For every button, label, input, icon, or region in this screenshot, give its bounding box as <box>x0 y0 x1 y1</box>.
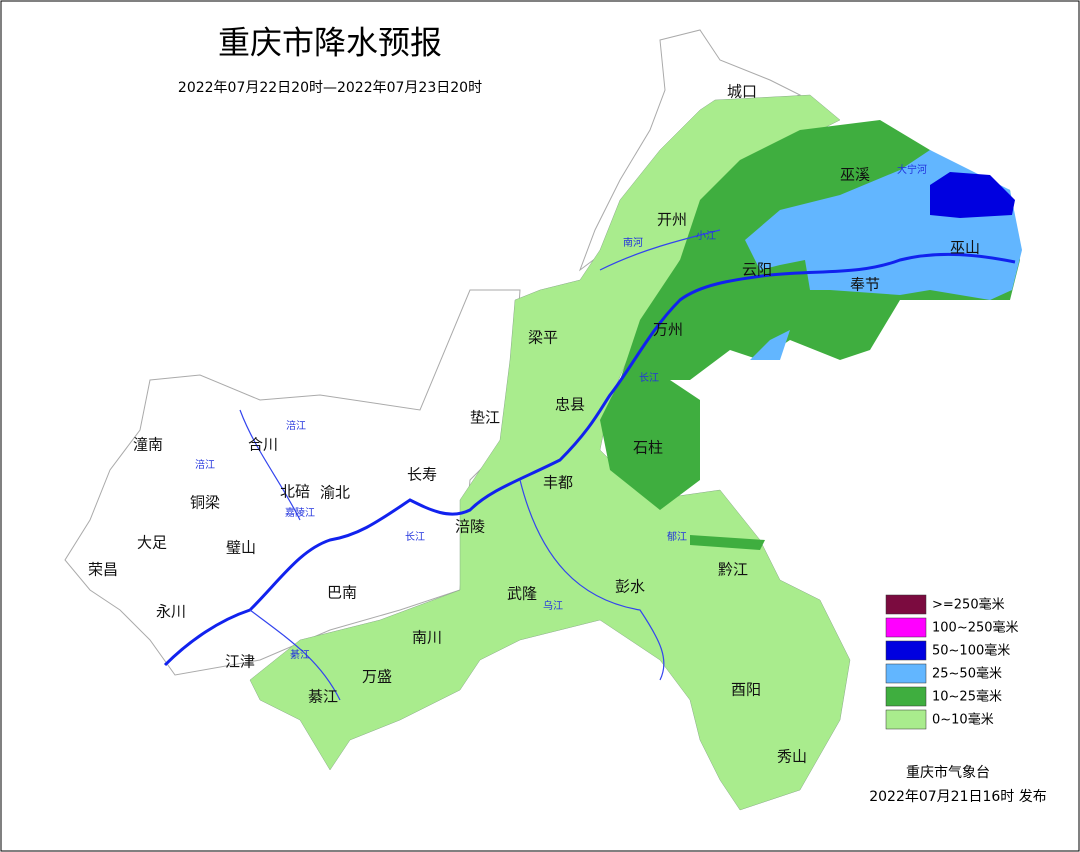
river-label: 大宁河 <box>897 163 927 176</box>
district-label: 万州 <box>653 321 683 339</box>
river-tributary <box>239 229 721 701</box>
legend-swatch <box>885 640 927 661</box>
district-label: 石柱 <box>633 439 663 457</box>
district-label: 彭水 <box>615 578 645 596</box>
district-label: 梁平 <box>528 329 558 347</box>
district-label: 合川 <box>248 436 278 454</box>
district-label: 巴南 <box>327 584 357 602</box>
district-label: 城口 <box>727 83 757 101</box>
district-label: 秀山 <box>777 748 807 766</box>
river-yangtze <box>163 252 1016 667</box>
river-label: 涪江 <box>286 419 306 432</box>
district-label: 奉节 <box>850 276 880 294</box>
district-label: 巫溪 <box>840 166 870 184</box>
legend-swatch <box>885 617 927 638</box>
district-label: 涪陵 <box>455 518 485 536</box>
region-50-100mm <box>930 172 1015 218</box>
legend-label: 50~100毫米 <box>932 643 1010 659</box>
district-label: 黔江 <box>718 561 748 579</box>
district-label: 忠县 <box>555 396 585 414</box>
river-label: 南河 <box>623 236 643 249</box>
district-label: 长寿 <box>407 466 437 484</box>
legend-swatch <box>885 594 927 615</box>
region-10-25mm-strip <box>690 535 765 550</box>
issuer: 重庆市气象台 <box>906 764 990 781</box>
district-label: 武隆 <box>507 585 537 603</box>
district-label: 璧山 <box>226 539 256 557</box>
district-label: 万盛 <box>362 668 392 686</box>
district-label: 綦江 <box>308 688 338 706</box>
district-label: 永川 <box>156 603 186 621</box>
district-label: 荣昌 <box>88 561 118 579</box>
district-label: 云阳 <box>742 261 772 279</box>
district-label: 开州 <box>657 211 687 229</box>
legend-swatch <box>885 663 927 684</box>
legend-label: 10~25毫米 <box>932 689 1002 705</box>
river-label: 涪江 <box>195 458 215 471</box>
legend-label: 0~10毫米 <box>932 712 994 728</box>
legend-label: >=250毫米 <box>932 597 1005 613</box>
district-label: 垫江 <box>470 409 500 427</box>
district-label: 江津 <box>225 653 255 671</box>
district-label: 潼南 <box>133 436 163 454</box>
river-label: 长江 <box>405 531 425 543</box>
district-label: 大足 <box>137 534 167 552</box>
issue-time: 2022年07月21日16时 发布 <box>869 789 1047 805</box>
river-label: 长江 <box>639 372 659 384</box>
river-label: 郁江 <box>667 530 687 543</box>
legend-label: 100~250毫米 <box>932 620 1019 636</box>
district-label: 渝北 <box>320 484 350 502</box>
district-label: 铜梁 <box>190 494 220 512</box>
district-label: 巫山 <box>950 239 980 257</box>
title: 重庆市降水预报 <box>218 24 442 62</box>
district-label: 北碚 <box>280 483 310 501</box>
legend-label: 25~50毫米 <box>932 666 1002 682</box>
district-label: 丰都 <box>543 474 573 492</box>
region-no-rain <box>64 289 521 676</box>
district-label: 酉阳 <box>731 681 761 699</box>
district-label: 南川 <box>412 629 442 647</box>
river-label: 乌江 <box>543 599 563 612</box>
river-label: 綦江 <box>290 648 310 661</box>
river-label: 小江 <box>696 230 716 242</box>
river-label: 嘉陵江 <box>285 506 315 519</box>
region-25-50mm-spot <box>750 330 790 360</box>
legend-swatch <box>885 686 927 707</box>
legend-swatch <box>885 709 927 730</box>
period: 2022年07月22日20时—2022年07月23日20时 <box>178 80 482 96</box>
